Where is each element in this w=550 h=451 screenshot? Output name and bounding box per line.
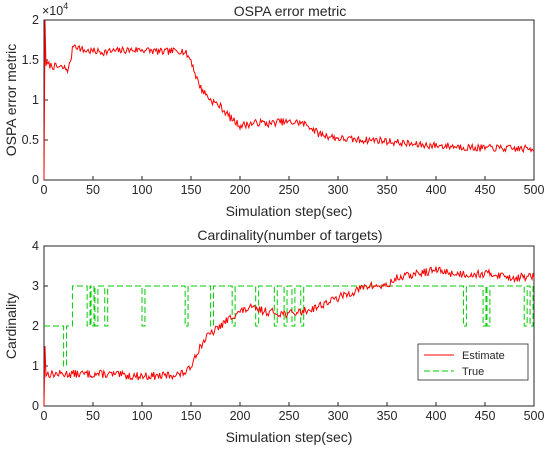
x-tick-label: 200: [230, 183, 251, 197]
x-tick-label: 200: [230, 409, 251, 423]
cardinality-title: Cardinality(number of targets): [197, 227, 382, 243]
x-tick-label: 350: [377, 409, 398, 423]
x-tick-label: 300: [328, 409, 349, 423]
ospa-series-line: [43, 19, 535, 181]
x-tick-label: 400: [426, 409, 447, 423]
x-tick-label: 50: [86, 409, 100, 423]
x-tick-label: 400: [426, 183, 447, 197]
x-tick-label: 0: [41, 409, 48, 423]
ospa-ylabel: OSPA error metric: [3, 44, 19, 157]
x-tick-label: 0: [41, 183, 48, 197]
cardinality-ylabel: Cardinality: [3, 293, 19, 359]
y-tick-label: 3: [32, 279, 39, 293]
x-tick-label: 300: [328, 183, 349, 197]
x-tick-label: 450: [475, 183, 496, 197]
x-tick-label: 100: [132, 183, 153, 197]
x-tick-label: 150: [181, 183, 202, 197]
legend-true-label: True: [462, 366, 484, 378]
ospa-subplot: OSPA error metric ×104 0 50 100 150 200 250 30…: [3, 1, 544, 219]
x-tick-label: 500: [524, 183, 545, 197]
y-tick-label: 1: [32, 93, 39, 107]
x-tick-label: 250: [279, 409, 300, 423]
ospa-xlabel: Simulation step(sec): [226, 203, 353, 219]
x-tick-label: 100: [132, 409, 153, 423]
cardinality-plot-area: [43, 245, 535, 407]
ospa-plot-area: [43, 19, 535, 181]
y-tick-label: 4: [32, 239, 39, 253]
legend-box: [417, 343, 529, 381]
cardinality-true-line: [44, 285, 534, 367]
x-tick-label: 150: [181, 409, 202, 423]
y-tick-label: 1: [32, 359, 39, 373]
cardinality-xlabel: Simulation step(sec): [226, 429, 353, 445]
legend-estimate-label: Estimate: [462, 350, 505, 362]
ospa-exponent-label: ×104: [42, 1, 68, 18]
cardinality-ticks: 0 50 100 150 200 250 300 350 400 450 500 0 1 2 3 4: [32, 239, 544, 423]
y-tick-label: 2: [32, 13, 39, 27]
x-tick-label: 50: [86, 183, 100, 197]
x-tick-label: 250: [279, 183, 300, 197]
x-tick-label: 500: [524, 409, 545, 423]
x-tick-label: 450: [475, 409, 496, 423]
y-tick-label: 0: [32, 399, 39, 413]
ospa-title: OSPA error metric: [234, 3, 347, 19]
ospa-ticks: 0 50 100 150 200 250 300 350 400 450 500 0 0.5 1 1.5 2: [22, 13, 545, 197]
legend: Estimate True: [417, 343, 529, 381]
y-tick-label: 2: [32, 319, 39, 333]
y-tick-label: 1.5: [22, 53, 39, 67]
y-tick-label: 0.5: [22, 133, 39, 147]
y-tick-label: 0: [32, 173, 39, 187]
x-tick-label: 350: [377, 183, 398, 197]
cardinality-subplot: Cardinality(number of targets) 0 50 100 150…: [3, 227, 544, 445]
cardinality-estimate-line: [43, 266, 535, 407]
